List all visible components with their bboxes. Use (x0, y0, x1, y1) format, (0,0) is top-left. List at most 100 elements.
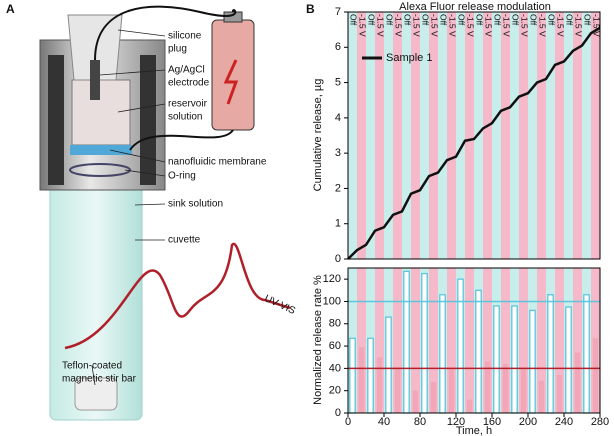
phase-label: Off (510, 14, 520, 26)
callout-label: O-ring (168, 171, 196, 182)
phase-band (429, 268, 438, 413)
phase-band (537, 268, 546, 413)
device-illustration (39, 5, 291, 421)
signal-label: UV-VIS (263, 293, 298, 317)
phase-label: -1.5 V (537, 14, 547, 37)
plot-frame (347, 11, 601, 260)
data-line (347, 26, 601, 260)
x-tick-label: 280 (591, 416, 609, 428)
callout-label: magnetic stir bar (62, 374, 137, 385)
phase-band (375, 268, 384, 413)
y-tick-label: 7 (335, 6, 341, 18)
x-axis-label: Time, h (456, 425, 492, 436)
bar (448, 368, 455, 413)
phase-label: Off (456, 14, 466, 26)
plot-frame (347, 267, 601, 414)
bar (529, 309, 536, 414)
callout-line (91, 365, 96, 386)
x-tick-label: 120 (447, 416, 465, 428)
bar (457, 278, 464, 414)
callout-line (134, 203, 166, 206)
phase-band (510, 12, 519, 259)
callout-label: Teflon-coated (62, 361, 122, 372)
phase-label: -1.5 V (573, 14, 583, 37)
phase-label: Off (366, 14, 376, 26)
phase-label: Off (546, 14, 556, 26)
callout-label: Ag/AgCl (168, 65, 205, 76)
x-tick-label: 40 (378, 416, 390, 428)
callout-line (117, 29, 166, 37)
phase-band (501, 268, 510, 413)
bar (538, 380, 545, 413)
phase-band (555, 12, 564, 259)
bar (484, 361, 491, 413)
phase-band (519, 268, 528, 413)
phase-label: Off (348, 14, 358, 26)
phase-label: Off (402, 14, 412, 26)
y-tick-label: 0 (335, 407, 341, 419)
phase-label: Off (474, 14, 484, 26)
phase-label: -1.5 V (411, 14, 421, 37)
bar (493, 305, 500, 414)
bar (520, 368, 527, 413)
y-tick-label: 20 (329, 385, 341, 397)
legend-label: Sample 1 (386, 52, 432, 64)
x-tick-label: 200 (519, 416, 537, 428)
phase-band (411, 268, 420, 413)
callout-label: nanofluidic membrane (168, 157, 267, 168)
bar (394, 368, 401, 413)
phase-label: -1.5 V (357, 14, 367, 37)
chart-title: Alexa Fluor release modulation (399, 1, 551, 13)
phase-label: Off (384, 14, 394, 26)
phase-band (411, 12, 420, 259)
phase-band (447, 12, 456, 259)
phase-band (366, 12, 375, 259)
phase-band (537, 12, 546, 259)
callout-label: reservoir (168, 99, 208, 110)
y-tick-label: 6 (335, 41, 341, 53)
phase-band (357, 12, 366, 259)
phase-label: -1.5 V (393, 14, 403, 37)
y-tick-label: 2 (335, 182, 341, 194)
bar (439, 294, 446, 414)
phase-band (483, 12, 492, 259)
bar (412, 390, 419, 413)
y-tick-label: 40 (329, 362, 341, 374)
phase-label: -1.5 V (519, 14, 529, 37)
bar (475, 289, 482, 414)
panel-label: B (306, 2, 315, 16)
callout-label: plug (168, 44, 187, 55)
phase-band (357, 268, 366, 413)
phase-label: -1.5 V (465, 14, 475, 37)
bar (358, 347, 365, 413)
bar (583, 294, 590, 414)
phase-label: Off (492, 14, 502, 26)
y-tick-label: 120 (323, 273, 341, 285)
phase-label: -1.5 V (501, 14, 511, 37)
phase-label: Off (564, 14, 574, 26)
phase-band (519, 12, 528, 259)
phase-label: -1.5 V (447, 14, 457, 37)
x-tick-label: 160 (483, 416, 501, 428)
callout-label: silicone (168, 31, 202, 42)
bar (385, 316, 392, 414)
phase-band (384, 12, 393, 259)
phase-band (591, 12, 600, 259)
phase-band (375, 12, 384, 259)
callout-label: electrode (168, 78, 210, 89)
phase-band (573, 12, 582, 259)
bar (592, 338, 599, 413)
bar (511, 305, 518, 414)
y-tick-label: 4 (335, 112, 341, 124)
phase-band (447, 268, 456, 413)
phase-band (438, 12, 447, 259)
x-tick-label: 80 (414, 416, 426, 428)
phase-band (528, 12, 537, 259)
phase-label: Off (528, 14, 538, 26)
phase-label: Off (420, 14, 430, 26)
callout-line (109, 149, 166, 163)
y-tick-label: 60 (329, 340, 341, 352)
phase-band (555, 268, 564, 413)
